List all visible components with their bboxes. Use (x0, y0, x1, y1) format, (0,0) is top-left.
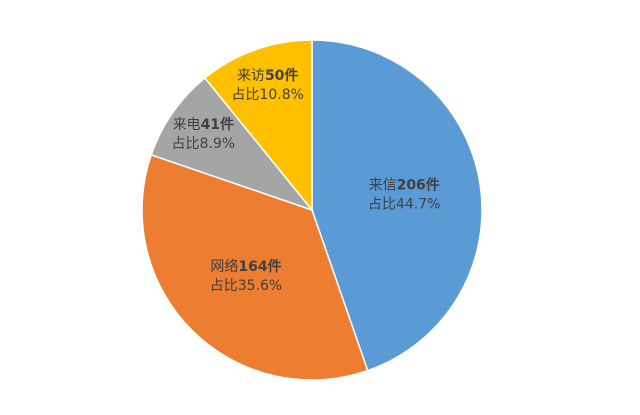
slice-label: 网络164件 (210, 258, 281, 275)
slice-label: 来信206件 (369, 176, 440, 193)
slice-count: 164件 (238, 258, 281, 275)
pie-slice (141, 153, 369, 381)
pie-slice (150, 76, 315, 212)
slice-category: 来访 (237, 68, 265, 84)
pie-slice (203, 39, 313, 213)
slice-count: 41件 (201, 116, 234, 133)
slice-category: 来电 (173, 117, 201, 133)
slice-percent: 占比35.6% (210, 278, 282, 294)
slice-percent: 占比8.9% (172, 136, 236, 152)
slice-percent: 占比44.7% (368, 196, 440, 212)
slice-percent: 占比10.8% (231, 87, 303, 103)
slice-count: 206件 (397, 176, 440, 193)
pie-slice (311, 39, 483, 372)
slice-count: 50件 (265, 67, 298, 84)
slice-label: 来访50件 (237, 67, 298, 84)
slice-category: 来信 (369, 177, 397, 193)
slice-category: 网络 (210, 259, 238, 275)
slice-label: 来电41件 (173, 116, 234, 133)
